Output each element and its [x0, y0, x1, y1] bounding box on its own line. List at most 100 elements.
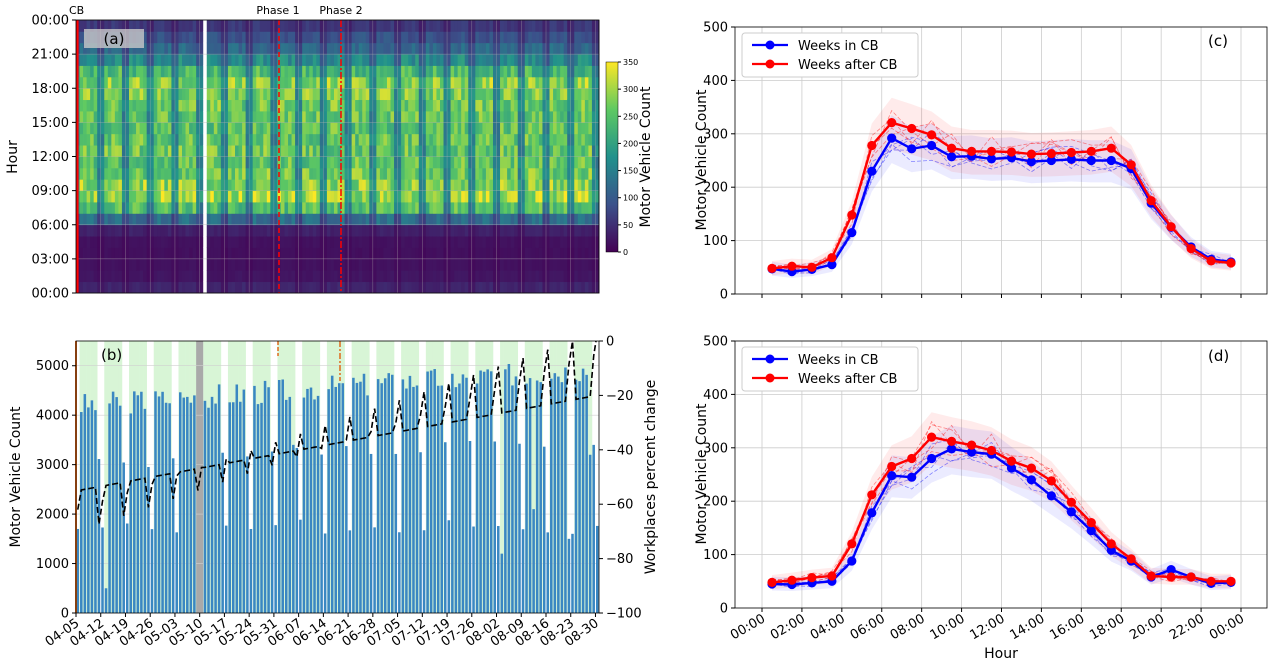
heatmap-cell	[326, 236, 331, 248]
heatmap-cell	[90, 258, 95, 271]
heatmap-cell	[245, 54, 250, 66]
heatmap-cell	[192, 54, 197, 66]
heatmap-cell	[394, 42, 398, 55]
daily-bar	[458, 383, 461, 613]
heatmap-cell	[394, 190, 398, 203]
daily-bar	[189, 402, 193, 613]
heatmap-cell	[326, 224, 331, 237]
mean-point	[1106, 545, 1116, 555]
heatmap-cell	[563, 88, 568, 101]
heatmap-cell	[485, 167, 490, 180]
heatmap-cell	[394, 281, 398, 294]
heatmap-cell	[563, 111, 568, 123]
heatmap-cell	[450, 236, 455, 248]
heatmap-cell	[478, 236, 483, 248]
heatmap-cell	[591, 111, 596, 123]
heatmap-cell	[280, 88, 285, 101]
heatmap-cell	[284, 111, 289, 123]
heatmap-cell	[249, 111, 254, 123]
heatmap-cell	[362, 133, 367, 146]
heatmap-cell	[436, 42, 441, 55]
heatmap-cell	[132, 270, 137, 283]
heatmap-cell	[500, 190, 504, 203]
daily-bar	[295, 447, 299, 613]
heatmap-cell	[341, 236, 345, 248]
heatmap-cell	[538, 76, 543, 89]
heatmap-cell	[415, 76, 420, 89]
heatmap-cell	[97, 99, 102, 112]
heatmap-cell	[256, 281, 261, 294]
heatmap-cell	[305, 42, 310, 55]
heatmap-cell	[591, 99, 596, 112]
heatmap-cell	[227, 213, 232, 226]
heatmap-cell	[436, 202, 441, 214]
heatmap-cell	[379, 179, 384, 192]
heatmap-cell	[408, 111, 413, 123]
heatmap-cell	[295, 213, 300, 226]
heatmap-cell	[344, 236, 349, 248]
heatmap-cell	[556, 281, 561, 294]
heatmap-cell	[379, 281, 384, 294]
heatmap-cell	[341, 133, 345, 146]
heatmap-cell	[482, 31, 487, 44]
heatmap-cell	[231, 122, 236, 135]
heatmap-cell	[309, 213, 314, 226]
heatmap-cell	[418, 224, 423, 237]
heatmap-cell	[273, 179, 278, 192]
heatmap-cell	[252, 133, 257, 146]
heatmap-cell	[136, 133, 140, 146]
heatmap-cell	[182, 88, 186, 101]
heatmap-cell	[461, 167, 466, 180]
heatmap-cell	[528, 133, 533, 146]
heatmap-cell	[404, 202, 409, 214]
heatmap-cell	[337, 111, 342, 123]
heatmap-label-box	[84, 29, 144, 48]
heatmap-cell	[404, 54, 409, 66]
heatmap-cell	[295, 133, 300, 146]
heatmap-cell	[79, 281, 84, 294]
heatmap-cell	[242, 42, 247, 55]
heatmap-cell	[475, 258, 480, 271]
heatmap-cell	[235, 190, 239, 203]
heatmap-cell	[545, 111, 550, 123]
heatmap-cell	[238, 145, 243, 157]
heatmap-cell	[167, 133, 172, 146]
heatmap-cell	[397, 20, 402, 32]
heatmap-cell	[432, 99, 437, 112]
heatmap-cell	[432, 236, 437, 248]
heatmap-cell	[485, 42, 490, 55]
heatmap-cell	[358, 213, 363, 226]
heatmap-cell	[492, 54, 497, 66]
heatmap-cell	[146, 156, 151, 169]
heatmap-cell	[93, 258, 98, 271]
heatmap-cell	[210, 88, 215, 101]
heatmap-cell	[97, 281, 102, 294]
heatmap-cell	[93, 76, 98, 89]
heatmap-cell	[425, 99, 430, 112]
heatmap-cell	[429, 258, 434, 271]
heatmap-cell	[492, 156, 497, 169]
heatmap-cell	[252, 111, 257, 123]
heatmap-cell	[185, 179, 190, 192]
heatmap-cell	[595, 179, 600, 192]
heatmap-cell	[418, 42, 423, 55]
heatmap-cell	[454, 190, 459, 203]
heatmap-cell	[369, 224, 374, 237]
heatmap-cell	[482, 167, 487, 180]
heatmap-cell	[249, 65, 254, 78]
heatmap-cell	[591, 20, 596, 32]
heatmap-cell	[344, 122, 349, 135]
heatmap-cell	[581, 42, 586, 55]
heatmap-cell	[178, 258, 183, 271]
heatmap-cell	[341, 270, 345, 283]
heatmap-cell	[217, 76, 222, 89]
heatmap-cell	[90, 122, 95, 135]
heatmap-cell	[376, 236, 381, 248]
heatmap-cell	[542, 224, 547, 237]
heatmap-cell	[517, 258, 522, 271]
heatmap-cell	[157, 167, 162, 180]
bar-y2label: Workplaces percent change	[643, 380, 659, 574]
heatmap-cell	[150, 258, 155, 271]
heatmap-cell	[125, 281, 130, 294]
heatmap-cell	[365, 54, 370, 66]
